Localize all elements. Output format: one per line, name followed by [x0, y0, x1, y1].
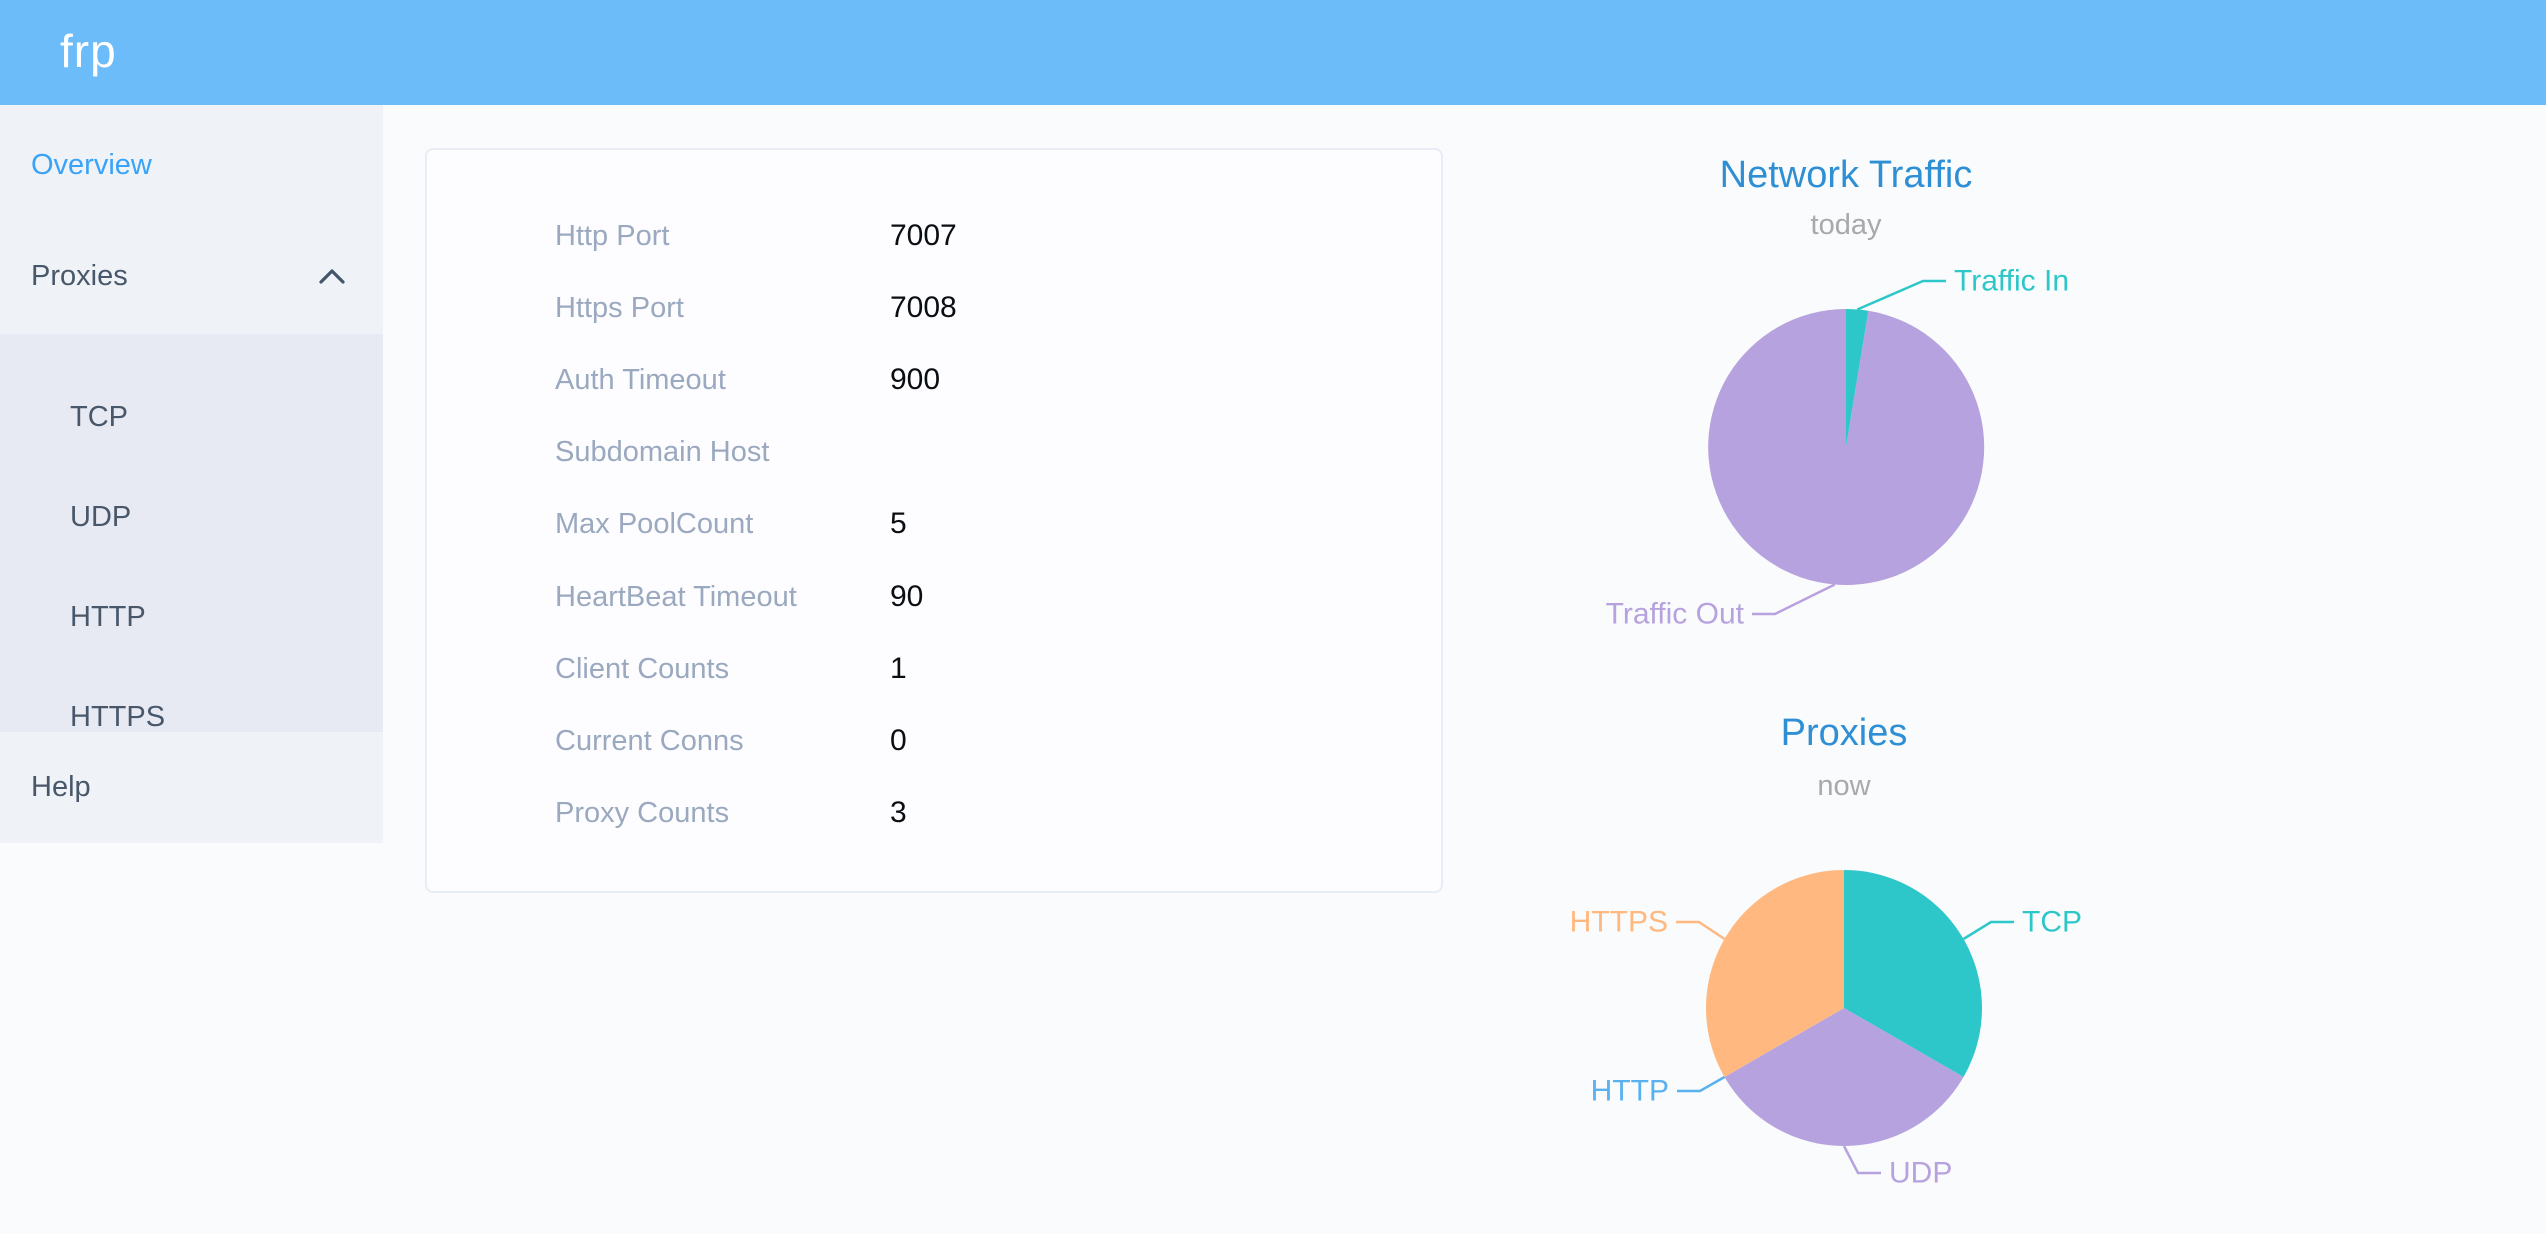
proxies-pie-chart: TCP UDP HTTP HTTPS — [1570, 870, 2082, 1190]
pie-label-line-https — [1676, 920, 1726, 941]
sidebar-item-overview[interactable]: Overview — [0, 129, 383, 201]
sidebar-item-https[interactable]: HTTPS — [0, 681, 383, 753]
info-row-label: Client Counts — [555, 652, 730, 685]
pie-label-http: HTTP — [1591, 1075, 1669, 1108]
info-row-max-poolcount: Max PoolCount 5 — [427, 488, 1441, 560]
pie-label-https: HTTPS — [1570, 906, 1668, 939]
info-row-http-port: Http Port 7007 — [427, 200, 1441, 272]
pie-label-traffic-in: Traffic In — [1954, 265, 2069, 298]
info-row-value: 7007 — [890, 219, 957, 252]
sidebar-item-proxies-label: Proxies — [31, 260, 128, 292]
server-info-card: Http Port 7007 Https Port 7008 Auth Timeout 9… — [425, 148, 1443, 893]
pie-slice-tcp[interactable] — [1844, 870, 1982, 1077]
info-row-label: Subdomain Host — [555, 436, 770, 469]
pie-label-tcp: TCP — [2022, 906, 2082, 939]
info-row-label: Auth Timeout — [555, 364, 726, 397]
sidebar-item-help-label: Help — [31, 771, 91, 803]
network-traffic-pie-chart: Traffic In Traffic Out — [1606, 265, 2069, 631]
sidebar-item-help[interactable]: Help — [0, 751, 383, 823]
app-header: frp — [0, 0, 2546, 105]
network-traffic-chart-title: Network Traffic — [1719, 154, 1973, 196]
sidebar-item-overview-label: Overview — [31, 149, 152, 181]
info-row-value: 1 — [890, 651, 907, 685]
info-row-https-port: Https Port 7008 — [427, 272, 1441, 344]
pie-label-line-udp — [1842, 1145, 1881, 1175]
info-row-value: 0 — [890, 723, 907, 757]
info-row-auth-timeout: Auth Timeout 900 — [427, 344, 1441, 416]
pie-label-traffic-out: Traffic Out — [1606, 598, 1745, 631]
sidebar-item-udp-label: UDP — [70, 501, 132, 533]
sidebar-item-tcp[interactable]: TCP — [0, 381, 383, 453]
pie-label-line-tcp — [1962, 920, 2014, 941]
info-row-value: 900 — [890, 363, 941, 397]
pie-slice-udp[interactable] — [1724, 1008, 1964, 1146]
sidebar: Overview Proxies TCP UDP HTTP HTTPS Help — [0, 105, 383, 843]
info-row-value: 7008 — [890, 291, 957, 325]
pie-label-line-traffic-in — [1856, 279, 1946, 311]
sidebar-item-tcp-label: TCP — [70, 401, 128, 433]
sidebar-item-udp[interactable]: UDP — [0, 481, 383, 553]
proxies-chart-subtitle: now — [1817, 770, 1871, 802]
info-row-heartbeat-timeout: HeartBeat Timeout 90 — [427, 561, 1441, 633]
sidebar-item-http[interactable]: HTTP — [0, 581, 383, 653]
pie-label-udp: UDP — [1889, 1157, 1952, 1190]
pie-label-line-traffic-out — [1752, 583, 1836, 616]
info-row-current-conns: Current Conns 0 — [427, 705, 1441, 777]
pie-label-line-http — [1677, 1075, 1726, 1093]
info-row-value: 5 — [890, 507, 907, 541]
sidebar-item-http-label: HTTP — [70, 601, 146, 633]
info-row-subdomain-host: Subdomain Host — [427, 416, 1441, 488]
sidebar-proxies-submenu: TCP UDP HTTP HTTPS — [0, 334, 383, 733]
info-row-label: Https Port — [555, 292, 684, 325]
info-row-proxy-counts: Proxy Counts 3 — [427, 777, 1441, 849]
info-row-client-counts: Client Counts 1 — [427, 633, 1441, 705]
sidebar-item-proxies[interactable]: Proxies — [0, 240, 383, 312]
info-row-label: HeartBeat Timeout — [555, 580, 797, 613]
proxies-chart-title: Proxies — [1780, 712, 1908, 754]
info-row-value: 3 — [890, 795, 907, 829]
info-row-label: Proxy Counts — [555, 796, 730, 829]
info-row-label: Http Port — [555, 220, 670, 252]
app-logo: frp — [60, 25, 117, 77]
pie-slice-traffic-in[interactable] — [1846, 308, 1869, 447]
pie-slice-https[interactable] — [1706, 870, 1844, 1077]
info-row-label: Max PoolCount — [555, 508, 754, 541]
pie-slice-traffic-out[interactable] — [1708, 309, 1985, 585]
sidebar-item-https-label: HTTPS — [70, 701, 166, 733]
info-row-value: 90 — [890, 579, 924, 613]
network-traffic-chart-subtitle: today — [1810, 209, 1882, 241]
info-row-label: Current Conns — [555, 724, 744, 757]
chevron-up-icon — [319, 269, 345, 284]
